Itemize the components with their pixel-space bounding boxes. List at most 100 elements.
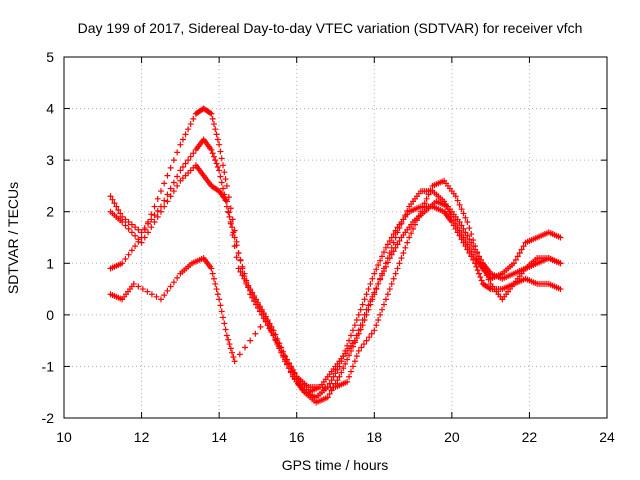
data-point <box>355 347 362 354</box>
data-point <box>371 327 378 334</box>
data-point <box>396 237 403 244</box>
data-point <box>349 363 356 370</box>
data-point <box>111 200 118 207</box>
data-point <box>125 225 132 232</box>
data-point <box>402 212 409 219</box>
data-point <box>485 276 492 283</box>
data-point <box>357 322 364 329</box>
data-point <box>226 213 233 220</box>
data-point <box>410 225 417 232</box>
data-point <box>231 243 238 250</box>
data-point <box>254 299 261 306</box>
data-point <box>470 237 477 244</box>
data-point <box>361 296 368 303</box>
data-point <box>468 231 475 238</box>
data-point <box>365 286 372 293</box>
data-point <box>227 205 234 212</box>
data-point <box>209 270 216 277</box>
data-point <box>415 213 422 220</box>
data-point <box>388 280 395 287</box>
data-point <box>380 249 387 256</box>
x-axis-label: GPS time / hours <box>282 457 389 473</box>
data-point <box>185 126 192 133</box>
data-point <box>332 370 339 377</box>
y-tick-label: 3 <box>46 152 54 168</box>
data-point <box>117 210 124 217</box>
data-point <box>458 222 465 229</box>
data-point <box>187 121 194 128</box>
data-point <box>167 283 174 290</box>
data-point <box>153 293 160 300</box>
data-point <box>351 322 358 329</box>
data-point <box>454 197 461 204</box>
data-point <box>213 160 220 167</box>
data-point <box>225 336 232 343</box>
data-point <box>164 191 171 198</box>
data-point <box>363 337 370 344</box>
data-point <box>174 173 181 180</box>
data-point <box>412 221 419 228</box>
data-point <box>288 365 295 372</box>
data-point <box>421 200 428 207</box>
data-point <box>231 358 238 365</box>
data-point <box>229 231 236 238</box>
data-point <box>217 148 224 155</box>
data-point <box>334 366 341 373</box>
data-point <box>394 229 401 236</box>
data-point <box>157 296 164 303</box>
data-point <box>225 208 232 215</box>
data-point <box>170 157 177 164</box>
data-point <box>406 234 413 241</box>
data-point <box>392 270 399 277</box>
data-point <box>227 345 234 352</box>
data-point <box>235 265 242 272</box>
data-point <box>157 188 164 195</box>
data-point <box>128 229 135 236</box>
data-point <box>144 288 151 295</box>
data-point <box>400 216 407 223</box>
data-point <box>462 237 469 244</box>
data-point <box>468 248 475 255</box>
data-point <box>483 272 490 279</box>
data-point <box>148 211 155 218</box>
data-point <box>113 203 120 210</box>
data-point <box>236 351 243 358</box>
data-point <box>208 265 215 272</box>
data-point <box>283 356 290 363</box>
data-point <box>216 296 223 303</box>
data-point <box>268 323 275 330</box>
data-point <box>161 197 168 204</box>
data-point <box>518 246 525 253</box>
data-point <box>334 377 341 384</box>
data-point <box>479 263 486 270</box>
data-point <box>365 302 372 309</box>
y-tick-label: 5 <box>46 49 54 65</box>
data-point <box>115 206 122 213</box>
y-tick-label: 0 <box>46 307 54 323</box>
data-point <box>456 201 463 208</box>
data-point <box>349 327 356 334</box>
data-point <box>516 249 523 256</box>
data-point <box>557 234 564 241</box>
data-point <box>394 265 401 272</box>
data-point <box>466 225 473 232</box>
data-point <box>379 272 386 279</box>
data-point <box>138 239 145 246</box>
x-tick-label: 24 <box>599 429 615 445</box>
data-point <box>247 337 254 344</box>
data-point <box>237 257 244 264</box>
data-point <box>473 263 480 270</box>
data-point <box>225 209 232 216</box>
data-point <box>213 131 220 138</box>
data-point <box>476 255 483 262</box>
data-point <box>456 227 463 234</box>
data-point <box>379 306 386 313</box>
data-point <box>454 224 461 231</box>
data-point <box>390 275 397 282</box>
data-point <box>125 251 132 258</box>
data-point <box>474 249 481 256</box>
data-point <box>404 239 411 246</box>
data-point <box>214 136 221 143</box>
data-point <box>413 217 420 224</box>
